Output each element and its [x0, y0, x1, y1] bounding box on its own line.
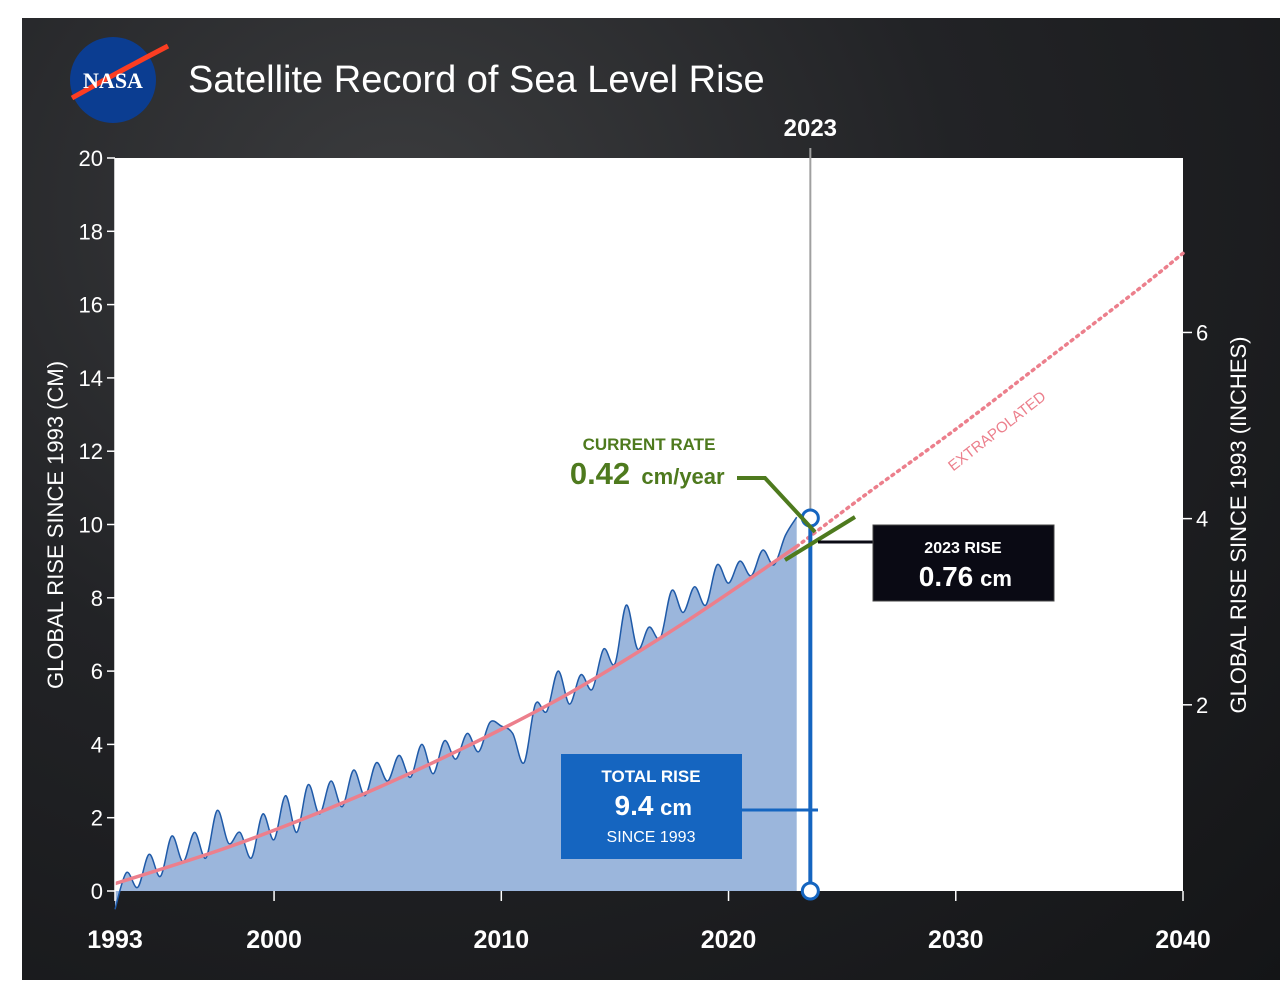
trend-line	[114, 545, 798, 886]
current-rate-annotation: CURRENT RATE 0.42 cm/year	[570, 435, 857, 562]
observed-series-line	[114, 516, 798, 910]
rise-2023-title: 2023 RISE	[924, 540, 1002, 557]
x-tick-label: 2020	[701, 926, 757, 954]
y-right-tick-label: 6	[1196, 320, 1208, 345]
nasa-logo-vector	[70, 43, 170, 101]
rise-2023-unit: cm	[980, 566, 1012, 591]
current-rate-title: CURRENT RATE	[583, 435, 716, 454]
y-axis-label-left: GLOBAL RISE SINCE 1993 (CM)	[43, 361, 68, 689]
nasa-logo-circle	[70, 37, 156, 123]
marker-year-label: 2023	[784, 115, 837, 142]
rise-2023-value: 0.76	[919, 561, 974, 592]
current-rate-value: 0.42	[570, 456, 630, 491]
rise-2023-annotation: 2023 RISE 0.76 cm	[818, 524, 1055, 602]
y-axis-right: 2 4 6	[1183, 320, 1208, 718]
total-rise-box	[561, 754, 742, 859]
extrapolated-line	[794, 251, 1185, 549]
marker-bottom-dot	[800, 881, 820, 901]
y-tick-label: 4	[91, 732, 103, 757]
total-rise-subtitle: SINCE 1993	[607, 829, 696, 846]
y-tick-label: 6	[91, 659, 103, 684]
y-tick-label: 20	[79, 146, 103, 171]
y-tick-label: 0	[91, 879, 103, 904]
y-tick-label: 12	[79, 439, 103, 464]
x-tick-label: 2030	[928, 926, 984, 954]
y-tick-label: 2	[91, 806, 103, 831]
nasa-logo: NASA	[70, 37, 170, 123]
y-right-tick-label: 4	[1196, 507, 1208, 532]
y-tick-label: 10	[79, 513, 103, 538]
y-tick-label: 18	[79, 219, 103, 244]
y-right-tick-label: 2	[1196, 693, 1208, 718]
current-rate-leader	[737, 476, 817, 534]
total-rise-value: 9.4	[615, 790, 654, 821]
x-tick-label: 2040	[1155, 926, 1211, 954]
total-rise-title: TOTAL RISE	[601, 767, 700, 786]
x-tick-label: 2000	[246, 926, 302, 954]
y-tick-label: 14	[79, 366, 103, 391]
y-axis-label-right: GLOBAL RISE SINCE 1993 (INCHES)	[1226, 337, 1251, 714]
total-rise-unit: cm	[660, 795, 692, 820]
x-tick-label: 2010	[473, 926, 529, 954]
total-rise-annotation: TOTAL RISE 9.4 cm SINCE 1993	[561, 754, 818, 859]
marker-2023: 2023	[784, 115, 837, 901]
x-axis: 1993 2000 2010 2020 2030 2040	[87, 891, 1211, 954]
y-axis-left: 0 2 4 6 8 10 12 14 16 18 20	[79, 146, 116, 904]
nasa-logo-text: NASA	[83, 68, 143, 93]
current-rate-unit: cm/year	[641, 464, 725, 489]
x-tick-label: 1993	[87, 926, 143, 954]
trend-layer	[114, 251, 1185, 886]
rise-2023-box	[872, 524, 1055, 602]
y-tick-label: 16	[79, 293, 103, 318]
current-rate-tangent	[783, 515, 857, 562]
y-tick-label: 8	[91, 586, 103, 611]
chart-title: Satellite Record of Sea Level Rise	[188, 59, 765, 101]
